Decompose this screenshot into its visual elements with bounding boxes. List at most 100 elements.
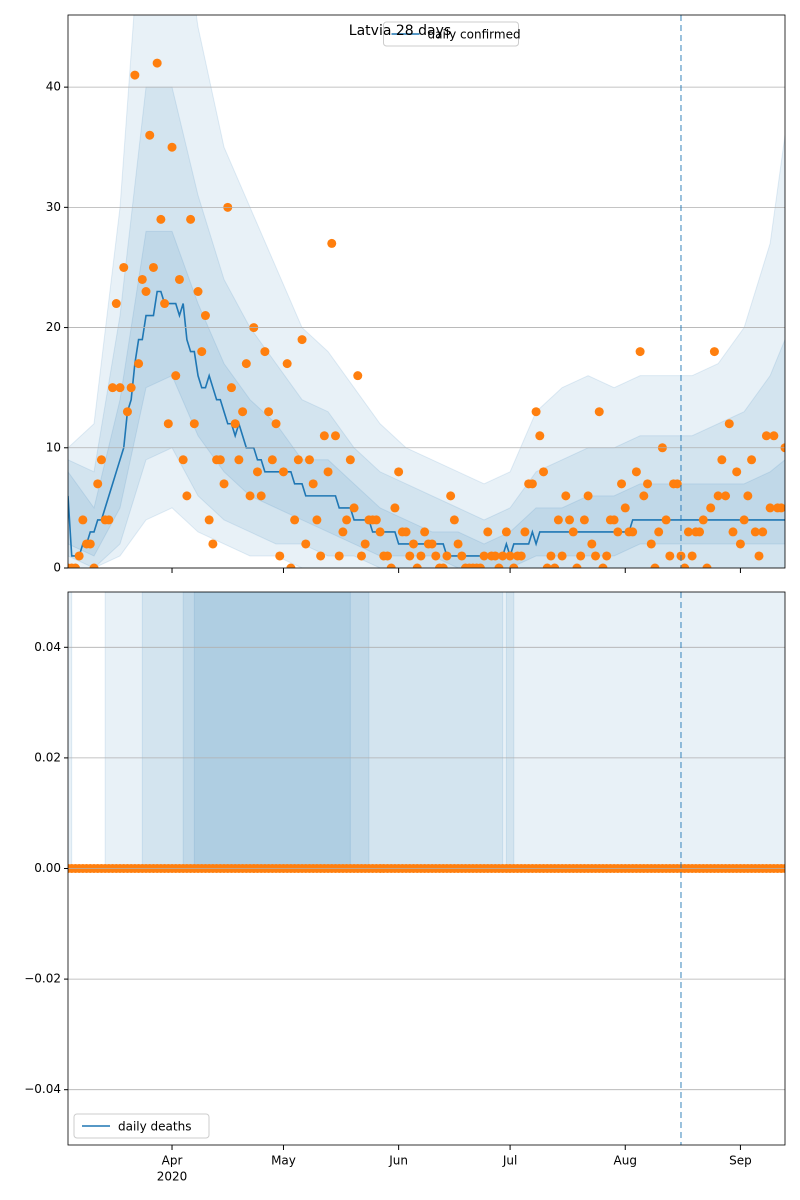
- data-point: [256, 491, 266, 501]
- data-point: [550, 563, 560, 568]
- data-point: [330, 431, 340, 441]
- data-point: [412, 563, 422, 568]
- data-point: [702, 563, 712, 568]
- band: [182, 592, 351, 869]
- data-point: [230, 419, 240, 429]
- data-point: [319, 431, 329, 441]
- band: [104, 592, 785, 869]
- data-point: [457, 551, 467, 561]
- data-point: [427, 539, 437, 549]
- data-point: [70, 563, 80, 568]
- data-point: [160, 299, 170, 309]
- data-point: [743, 491, 753, 501]
- data-point: [483, 527, 493, 537]
- data-point: [732, 467, 742, 477]
- data-point: [576, 551, 586, 561]
- data-point: [561, 491, 571, 501]
- data-point: [475, 563, 485, 568]
- data-point: [119, 262, 129, 272]
- data-point: [527, 479, 537, 489]
- data-point: [304, 455, 314, 465]
- data-point: [327, 238, 337, 248]
- data-point: [765, 503, 775, 513]
- data-point: [498, 551, 508, 561]
- y-tick-label: 40: [46, 80, 61, 94]
- data-point: [420, 527, 430, 537]
- data-point: [695, 527, 705, 537]
- data-point: [308, 479, 318, 489]
- data-point: [408, 539, 418, 549]
- data-point: [148, 262, 158, 272]
- plot-area: [68, 592, 785, 873]
- data-point: [650, 563, 660, 568]
- data-point: [74, 551, 84, 561]
- data-point: [286, 563, 296, 568]
- data-point: [598, 563, 608, 568]
- data-point: [709, 347, 719, 357]
- data-point: [200, 311, 210, 321]
- data-point: [635, 347, 645, 357]
- data-point: [713, 491, 723, 501]
- y-tick-label: 0: [53, 561, 61, 575]
- data-point: [620, 503, 630, 513]
- legend-label: daily deaths: [118, 1120, 191, 1134]
- axes-frame: [67, 14, 786, 569]
- data-point: [572, 563, 582, 568]
- data-point: [587, 539, 597, 549]
- data-point: [260, 347, 270, 357]
- data-point: [174, 274, 184, 284]
- data-point: [208, 539, 218, 549]
- data-point: [93, 479, 103, 489]
- data-point: [628, 527, 638, 537]
- data-point: [264, 407, 274, 417]
- data-point: [189, 419, 199, 429]
- x-tick-label: Aug: [614, 1154, 637, 1168]
- data-point: [553, 515, 563, 525]
- band: [505, 592, 515, 869]
- data-point: [141, 287, 151, 296]
- data-point: [204, 515, 214, 525]
- data-point: [215, 455, 225, 465]
- axes-frame: [67, 591, 786, 1146]
- data-point: [238, 407, 248, 417]
- data-point: [747, 455, 757, 465]
- data-point: [297, 335, 307, 345]
- data-point: [717, 455, 727, 465]
- data-point: [167, 142, 177, 152]
- data-point: [754, 551, 764, 561]
- data-point: [163, 419, 173, 429]
- data-point: [531, 407, 541, 417]
- data-point: [182, 491, 192, 501]
- data-point: [591, 551, 601, 561]
- data-point: [178, 455, 188, 465]
- data-point: [382, 551, 392, 561]
- data-point: [665, 551, 675, 561]
- data-point: [278, 467, 288, 477]
- data-point: [509, 563, 519, 568]
- band: [141, 592, 504, 869]
- data-point: [724, 419, 734, 429]
- data-point: [152, 58, 162, 68]
- data-point: [386, 563, 396, 568]
- data-point: [583, 491, 593, 501]
- band: [68, 15, 785, 568]
- data-point: [115, 383, 125, 393]
- data-point: [739, 515, 749, 525]
- x-tick-label: Apr: [162, 1154, 183, 1168]
- data-point: [316, 551, 326, 561]
- data-point: [275, 551, 285, 561]
- data-point: [375, 527, 385, 537]
- data-point: [654, 527, 664, 537]
- data-point: [631, 467, 641, 477]
- x-tick-label: Jul: [502, 1154, 517, 1168]
- data-point: [449, 515, 459, 525]
- data-point: [698, 515, 708, 525]
- data-point: [505, 551, 515, 561]
- data-point: [271, 419, 281, 429]
- data-point: [126, 383, 136, 393]
- x-tick-label: Jun: [388, 1154, 408, 1168]
- data-point: [234, 455, 244, 465]
- y-tick-label: 0.02: [34, 750, 61, 764]
- data-point: [338, 527, 348, 537]
